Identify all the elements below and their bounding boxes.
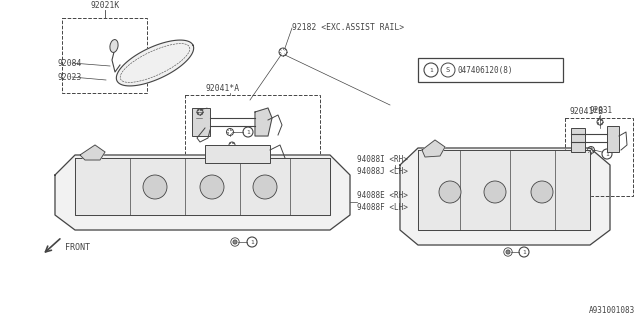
Circle shape bbox=[439, 181, 461, 203]
Text: 92021K: 92021K bbox=[90, 1, 120, 10]
Ellipse shape bbox=[110, 40, 118, 52]
Circle shape bbox=[531, 181, 553, 203]
Text: FRONT: FRONT bbox=[65, 244, 90, 252]
Circle shape bbox=[233, 240, 237, 244]
Text: 94088F <LH>: 94088F <LH> bbox=[357, 204, 408, 212]
Text: S: S bbox=[446, 67, 450, 73]
Circle shape bbox=[143, 175, 167, 199]
Text: 92084: 92084 bbox=[57, 59, 81, 68]
Text: 1: 1 bbox=[605, 151, 609, 156]
Polygon shape bbox=[400, 148, 610, 245]
Text: 92041*B: 92041*B bbox=[570, 107, 604, 116]
Text: 1: 1 bbox=[522, 250, 526, 254]
Text: 92182 <EXC.ASSIST RAIL>: 92182 <EXC.ASSIST RAIL> bbox=[292, 23, 404, 33]
Text: 1: 1 bbox=[250, 149, 254, 155]
Bar bbox=[192, 108, 210, 136]
Bar bbox=[418, 58, 563, 82]
Text: 94088J <LH>: 94088J <LH> bbox=[357, 167, 408, 177]
Bar bbox=[62, 18, 147, 93]
Text: 92031: 92031 bbox=[590, 106, 613, 115]
Text: 94088I <RH>: 94088I <RH> bbox=[357, 156, 408, 164]
Bar bbox=[185, 95, 320, 165]
Text: 1: 1 bbox=[429, 68, 433, 73]
Bar bbox=[205, 145, 270, 163]
Polygon shape bbox=[255, 108, 272, 136]
Text: A931001083: A931001083 bbox=[589, 306, 635, 315]
Text: 1: 1 bbox=[246, 130, 250, 134]
Text: 92023: 92023 bbox=[57, 73, 81, 82]
Polygon shape bbox=[55, 155, 350, 230]
Polygon shape bbox=[80, 145, 105, 160]
Text: 1: 1 bbox=[250, 239, 254, 244]
Polygon shape bbox=[422, 140, 445, 157]
Bar bbox=[607, 126, 619, 152]
Bar bbox=[565, 118, 633, 196]
Bar bbox=[571, 128, 585, 152]
Circle shape bbox=[253, 175, 277, 199]
Polygon shape bbox=[116, 40, 194, 86]
Polygon shape bbox=[418, 150, 590, 230]
Circle shape bbox=[484, 181, 506, 203]
Polygon shape bbox=[75, 158, 330, 215]
Text: 92041*A: 92041*A bbox=[205, 84, 239, 93]
Text: 94088E <RH>: 94088E <RH> bbox=[357, 191, 408, 201]
Text: →: → bbox=[234, 149, 241, 158]
Text: 047406120(8): 047406120(8) bbox=[458, 66, 513, 75]
Circle shape bbox=[506, 250, 510, 254]
Circle shape bbox=[200, 175, 224, 199]
